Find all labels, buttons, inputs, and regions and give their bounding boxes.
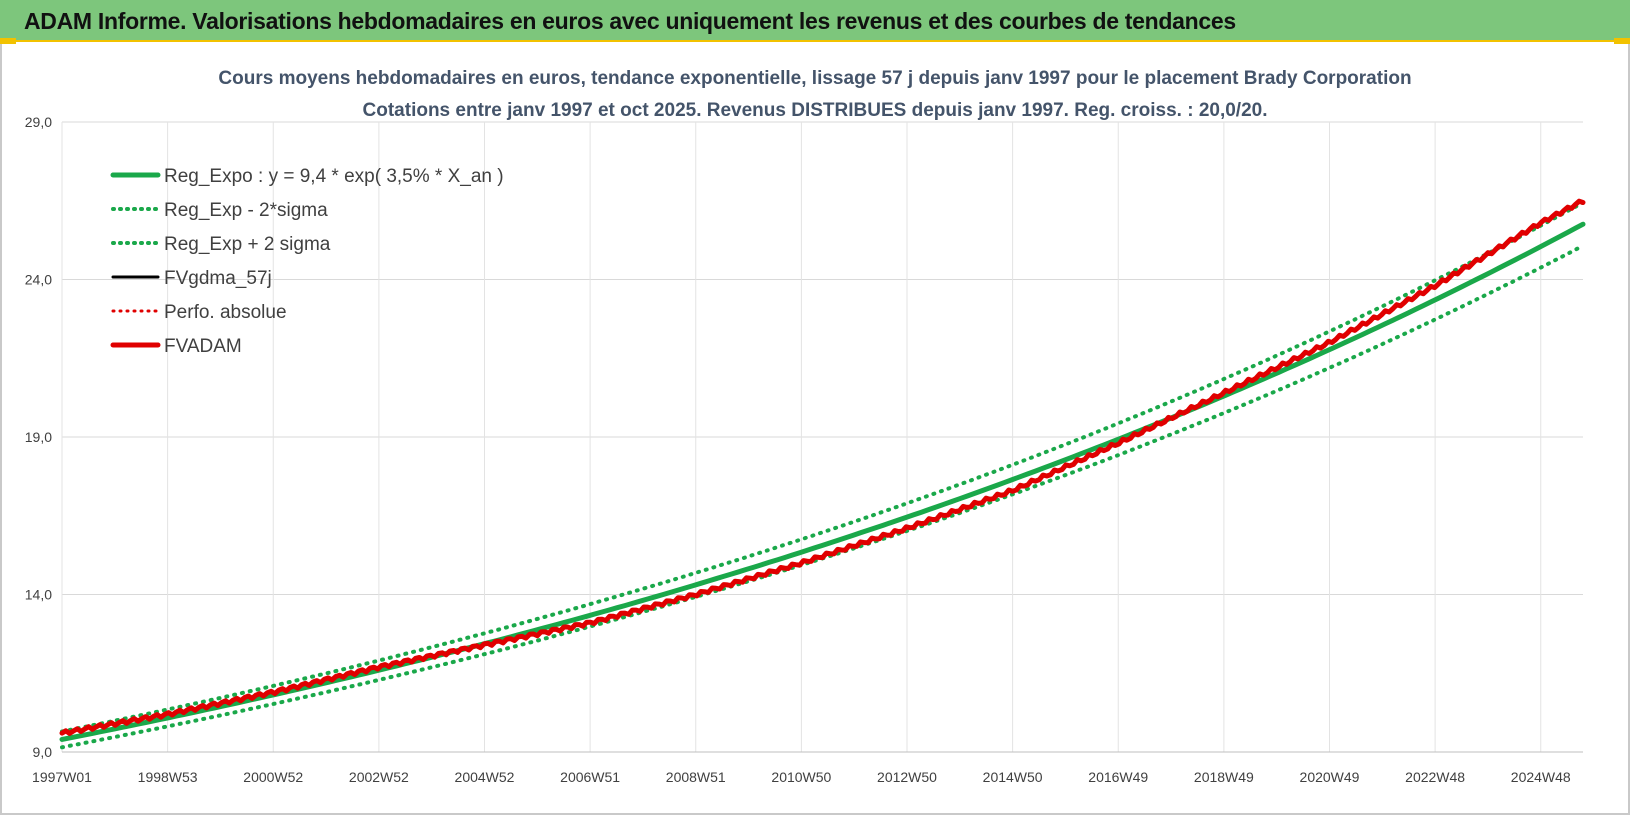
legend-label-1: Reg_Exp - 2*sigma [164, 200, 328, 221]
corner-marker-left [0, 38, 16, 44]
y-tick-label: 9,0 [33, 744, 53, 760]
x-axis-ticks: 1997W01 1998W53 2000W52 2002W52 2004W52 2006W… [32, 769, 1571, 785]
y-tick-label: 14,0 [25, 587, 52, 603]
x-tick-label: 2024W48 [1511, 769, 1571, 785]
y-axis-ticks: 9,0 14,0 19,0 24,0 29,0 [25, 114, 52, 760]
x-tick-label: 2018W49 [1194, 769, 1254, 785]
legend-label-4: Perfo. absolue [164, 302, 287, 323]
x-tick-label: 2006W51 [560, 769, 620, 785]
chart-frame [0, 42, 1630, 815]
x-tick-label: 2010W50 [771, 769, 831, 785]
chart-series [59, 198, 1586, 750]
legend-label-2: Reg_Exp + 2 sigma [164, 234, 331, 255]
chart-legend: Reg_Expo : y = 9,4 * exp( 3,5% * X_an ) R… [110, 166, 504, 357]
x-tick-label: 2012W50 [877, 769, 937, 785]
x-tick-label: 2008W51 [666, 769, 726, 785]
x-tick-label: 2016W49 [1088, 769, 1148, 785]
header-banner: ADAM Informe. Valorisations hebdomadaire… [0, 0, 1630, 42]
series-line-2 [60, 200, 1585, 734]
x-tick-label: 2020W49 [1300, 769, 1360, 785]
banner-title: ADAM Informe. Valorisations hebdomadaire… [24, 8, 1236, 34]
corner-marker-right [1614, 38, 1630, 44]
x-tick-label: 1998W53 [138, 769, 198, 785]
y-tick-label: 24,0 [25, 272, 52, 288]
legend-label-3: FVgdma_57j [164, 268, 272, 289]
legend-label-5: FVADAM [164, 336, 242, 357]
x-tick-label: 2002W52 [349, 769, 409, 785]
x-tick-label: 2014W50 [983, 769, 1043, 785]
x-tick-label: 2000W52 [243, 769, 303, 785]
chart-grid [61, 121, 1583, 753]
x-tick-label: 2004W52 [455, 769, 515, 785]
chart-title: Cours moyens hebdomadaires en euros, ten… [218, 68, 1412, 89]
y-tick-label: 19,0 [25, 429, 52, 445]
y-tick-label: 29,0 [25, 114, 52, 130]
chart-subtitle: Cotations entre janv 1997 et oct 2025. R… [362, 100, 1268, 121]
legend-label-0: Reg_Expo : y = 9,4 * exp( 3,5% * X_an ) [164, 166, 504, 187]
x-tick-label: 1997W01 [32, 769, 92, 785]
series-line-5 [59, 198, 1586, 736]
x-tick-label: 2022W48 [1405, 769, 1465, 785]
series-line-0 [59, 221, 1586, 742]
